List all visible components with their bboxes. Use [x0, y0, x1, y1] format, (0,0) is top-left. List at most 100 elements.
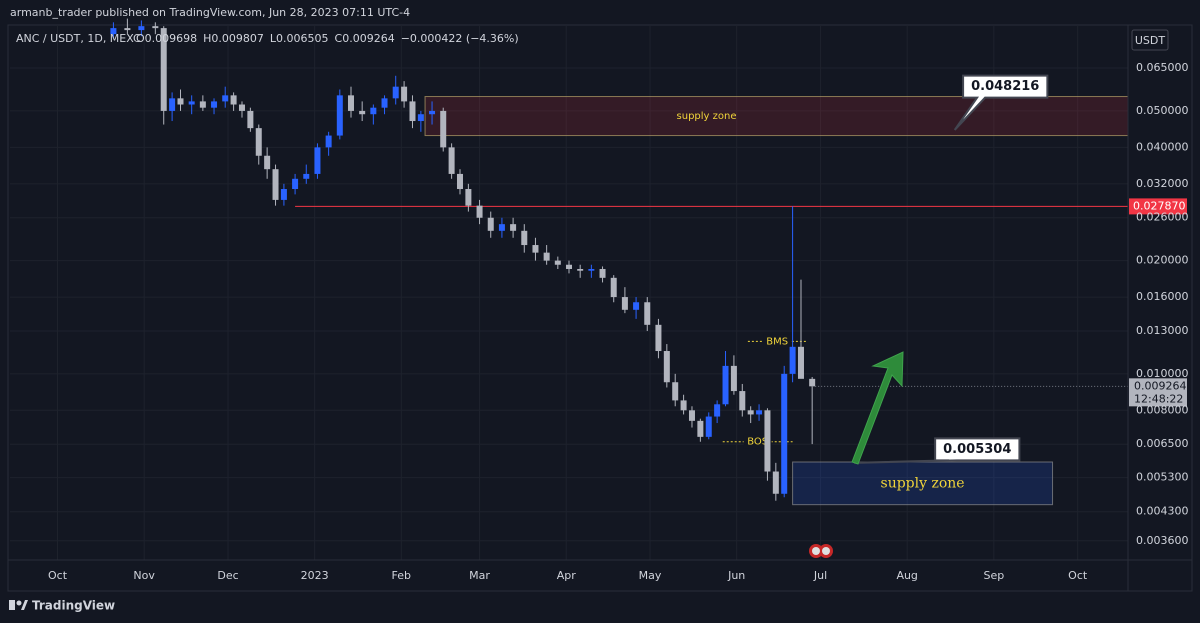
candle-body	[401, 86, 408, 102]
tv-logo	[9, 600, 28, 610]
candle-body	[739, 391, 746, 411]
candle-body	[747, 410, 754, 415]
arrow	[851, 351, 904, 465]
currency-box[interactable]	[1131, 29, 1169, 51]
candle-body	[809, 378, 816, 387]
candle-body	[756, 410, 763, 415]
candle-body	[152, 26, 159, 29]
candle-body	[730, 365, 737, 392]
candle-body	[566, 264, 572, 269]
candle-body	[188, 101, 195, 105]
candle-body	[680, 400, 687, 411]
last-price-tag	[1129, 378, 1187, 407]
x-tick-label: Jul	[813, 569, 827, 582]
y-tick-label: 0.032000	[1136, 177, 1189, 190]
candle-body	[476, 205, 483, 218]
candle-body	[381, 98, 388, 108]
candle-body	[633, 302, 640, 310]
zone-label: supply zone	[881, 475, 965, 491]
candle-body	[169, 98, 176, 111]
candle-body	[448, 147, 455, 174]
x-tick-label: Sep	[983, 569, 1004, 582]
zone-label: supply zone	[677, 111, 737, 122]
candle-body	[160, 28, 167, 111]
candle-body	[272, 169, 279, 200]
candle-body	[211, 101, 218, 108]
callout-box	[953, 74, 1049, 131]
candle-body	[797, 346, 804, 379]
candle-body	[554, 260, 561, 265]
candle-body	[124, 28, 131, 31]
x-tick-label: May	[639, 569, 662, 582]
callout-label: 0.048216	[971, 79, 1039, 94]
candle-body	[465, 189, 472, 206]
y-tick-label: 0.050000	[1136, 104, 1189, 117]
y-tick-label: 0.003600	[1136, 534, 1189, 547]
candle-body	[238, 104, 245, 111]
publisher-line: armanb_trader published on TradingView.c…	[10, 6, 410, 19]
candle-body	[621, 297, 628, 310]
x-tick-label: Jun	[727, 569, 745, 582]
y-tick-label: 0.040000	[1136, 140, 1189, 153]
candle-body	[610, 277, 617, 298]
y-tick-label: 0.065000	[1136, 61, 1189, 74]
candle-body	[336, 95, 343, 136]
candle-body	[672, 382, 679, 401]
candle-body	[255, 128, 262, 156]
candle-body	[409, 101, 416, 122]
y-tick-label: 0.008000	[1136, 403, 1189, 416]
candle-body	[247, 110, 254, 129]
countdown: 12:48:22	[1134, 392, 1183, 405]
candle-body	[417, 114, 424, 122]
candle-body	[429, 110, 436, 115]
candle-body	[370, 107, 377, 115]
candle-body	[440, 110, 447, 148]
symbol: ANC / USDT, 1D, MEXC	[16, 32, 141, 45]
callout-label: 0.005304	[943, 442, 1011, 457]
candle-body	[303, 173, 310, 179]
x-tick-label: Mar	[469, 569, 490, 582]
marker-bg	[763, 334, 792, 349]
candle-body	[510, 224, 517, 231]
supply-zone	[792, 461, 1054, 506]
x-tick-label: Oct	[48, 569, 68, 582]
candle-body	[588, 268, 595, 271]
y-tick-label: 0.013000	[1136, 324, 1189, 337]
x-tick-label: Aug	[896, 569, 917, 582]
callout-box	[854, 437, 1021, 464]
candle-body	[705, 416, 712, 437]
candle-body	[222, 95, 229, 102]
x-tick-label: Oct	[1068, 569, 1088, 582]
x-tick-label: Nov	[133, 569, 155, 582]
candle-body	[781, 373, 788, 494]
candle-body	[177, 98, 184, 105]
grid	[10, 25, 1128, 560]
chart-frame	[7, 24, 1193, 592]
ohlc-value: −0.000422 (−4.36%)	[401, 32, 519, 45]
candle-body	[199, 101, 206, 108]
level-tag	[1129, 198, 1187, 215]
candle-body	[230, 95, 237, 105]
currency: USDT	[1135, 34, 1166, 47]
candle-body	[521, 230, 528, 246]
candle-body	[264, 155, 271, 170]
last-price-label: 0.009264	[1134, 379, 1187, 392]
brand: TradingView	[32, 599, 115, 613]
candle-body	[325, 135, 332, 148]
supply-zone	[424, 96, 1129, 137]
y-tick-label: 0.026000	[1136, 211, 1189, 224]
candle-body	[688, 410, 695, 421]
y-tick-label: 0.016000	[1136, 290, 1189, 303]
ohlc-value: O0.009698	[136, 32, 197, 45]
candle-body	[487, 217, 494, 231]
candle-body	[663, 351, 670, 383]
candle-body	[532, 245, 539, 253]
marker-label: BMS	[766, 336, 788, 347]
y-tick-label: 0.005300	[1136, 471, 1189, 484]
ohlc-value: L0.006505	[270, 32, 329, 45]
y-tick-label: 0.020000	[1136, 254, 1189, 267]
candle-body	[644, 302, 651, 325]
candle-body	[772, 471, 779, 494]
candle-body	[789, 346, 796, 374]
